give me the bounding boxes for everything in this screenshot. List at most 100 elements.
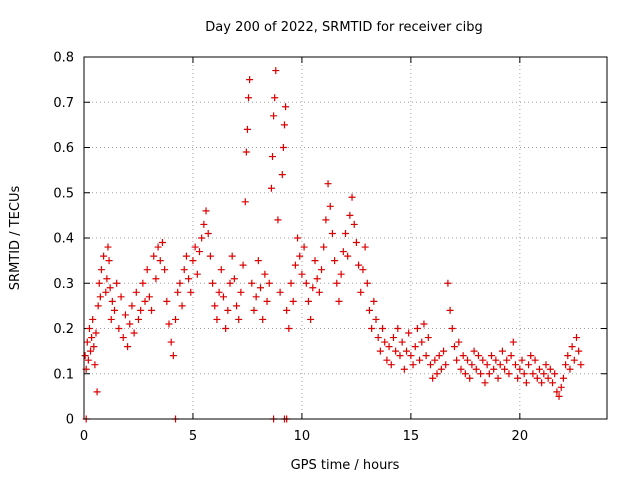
data-point xyxy=(459,352,467,360)
data-point xyxy=(318,266,326,274)
data-point xyxy=(103,275,111,283)
data-point xyxy=(250,306,258,314)
data-point xyxy=(387,361,395,369)
data-point xyxy=(287,279,295,287)
data-point xyxy=(389,334,397,342)
data-point xyxy=(252,293,260,301)
data-point xyxy=(448,325,456,332)
data-point xyxy=(322,216,330,224)
y-tick-label: 0.5 xyxy=(53,186,74,201)
data-point xyxy=(407,352,415,360)
data-point xyxy=(538,379,546,387)
data-point xyxy=(398,338,406,346)
data-point xyxy=(466,374,474,382)
data-point xyxy=(416,356,424,364)
x-tick-label: 20 xyxy=(512,429,529,444)
data-point xyxy=(242,148,250,156)
data-point xyxy=(350,220,358,228)
data-point xyxy=(575,347,583,355)
x-tick-label: 15 xyxy=(403,429,420,444)
data-point xyxy=(477,370,485,378)
data-point xyxy=(309,284,317,292)
data-point xyxy=(342,229,349,237)
data-point xyxy=(104,243,112,251)
y-tick-label: 0.2 xyxy=(53,322,74,337)
data-point xyxy=(92,329,100,337)
data-point xyxy=(411,343,419,351)
data-point xyxy=(148,306,156,314)
data-point xyxy=(222,325,230,332)
data-point xyxy=(150,252,158,260)
data-point xyxy=(145,293,153,301)
data-point xyxy=(289,297,297,305)
data-point xyxy=(180,266,188,274)
data-point xyxy=(368,325,376,332)
data-point xyxy=(130,329,138,337)
data-point xyxy=(117,293,125,301)
data-point xyxy=(409,361,417,369)
data-point xyxy=(106,284,114,292)
data-point xyxy=(333,279,341,287)
axis-ticks: 0 0.1 0.2 0.3 0.4 0.5 0.6 0.7 0.8 0 5 10 15 20 xyxy=(53,51,607,444)
data-point xyxy=(444,279,452,287)
data-point xyxy=(267,184,275,192)
data-point xyxy=(143,266,151,274)
data-point xyxy=(496,361,504,369)
data-point xyxy=(553,388,561,396)
data-point xyxy=(291,261,299,269)
data-point xyxy=(531,356,539,364)
x-axis-title: GPS time / hours xyxy=(291,458,400,473)
data-point xyxy=(245,94,253,102)
data-point xyxy=(307,315,315,323)
data-point xyxy=(246,76,254,84)
data-point xyxy=(348,193,356,201)
chart-title: Day 200 of 2022, SRMTID for receiver cib… xyxy=(205,20,482,35)
data-point xyxy=(174,288,182,296)
data-point xyxy=(302,279,310,287)
data-point xyxy=(572,334,580,342)
data-point xyxy=(237,288,245,296)
data-point xyxy=(339,248,347,256)
data-point xyxy=(511,361,519,369)
data-point xyxy=(209,279,217,287)
data-point xyxy=(549,379,557,387)
data-point xyxy=(211,302,219,310)
data-point xyxy=(134,315,142,323)
data-point xyxy=(105,257,113,265)
data-point xyxy=(90,343,98,351)
x-tick-label: 5 xyxy=(189,429,197,444)
data-point xyxy=(479,356,487,364)
data-point xyxy=(337,270,345,278)
data-point xyxy=(540,370,548,378)
data-point xyxy=(165,320,173,328)
data-point xyxy=(169,352,177,360)
data-point xyxy=(381,338,389,346)
data-point xyxy=(296,252,304,260)
data-point xyxy=(413,325,421,332)
y-axis-title: SRMTID / TECUs xyxy=(8,186,23,291)
data-point xyxy=(431,356,439,364)
y-tick-label: 0.6 xyxy=(53,141,74,156)
data-point xyxy=(141,297,149,305)
y-tick-label: 0.3 xyxy=(53,277,74,292)
data-point xyxy=(396,352,404,360)
data-point xyxy=(527,352,535,360)
data-point xyxy=(424,334,432,342)
data-point xyxy=(326,202,334,210)
data-point xyxy=(268,153,276,161)
data-point xyxy=(450,343,458,351)
data-point xyxy=(100,252,108,260)
data-point xyxy=(335,297,343,305)
data-point xyxy=(163,297,171,305)
data-point xyxy=(81,352,89,360)
data-point xyxy=(355,261,363,269)
data-point xyxy=(202,207,210,215)
data-point xyxy=(283,306,291,314)
data-point xyxy=(156,257,164,265)
data-point xyxy=(518,356,526,364)
data-point xyxy=(128,302,136,310)
data-point xyxy=(230,275,238,283)
data-point xyxy=(361,243,369,251)
plot-frame xyxy=(83,56,608,420)
data-point xyxy=(507,352,515,360)
